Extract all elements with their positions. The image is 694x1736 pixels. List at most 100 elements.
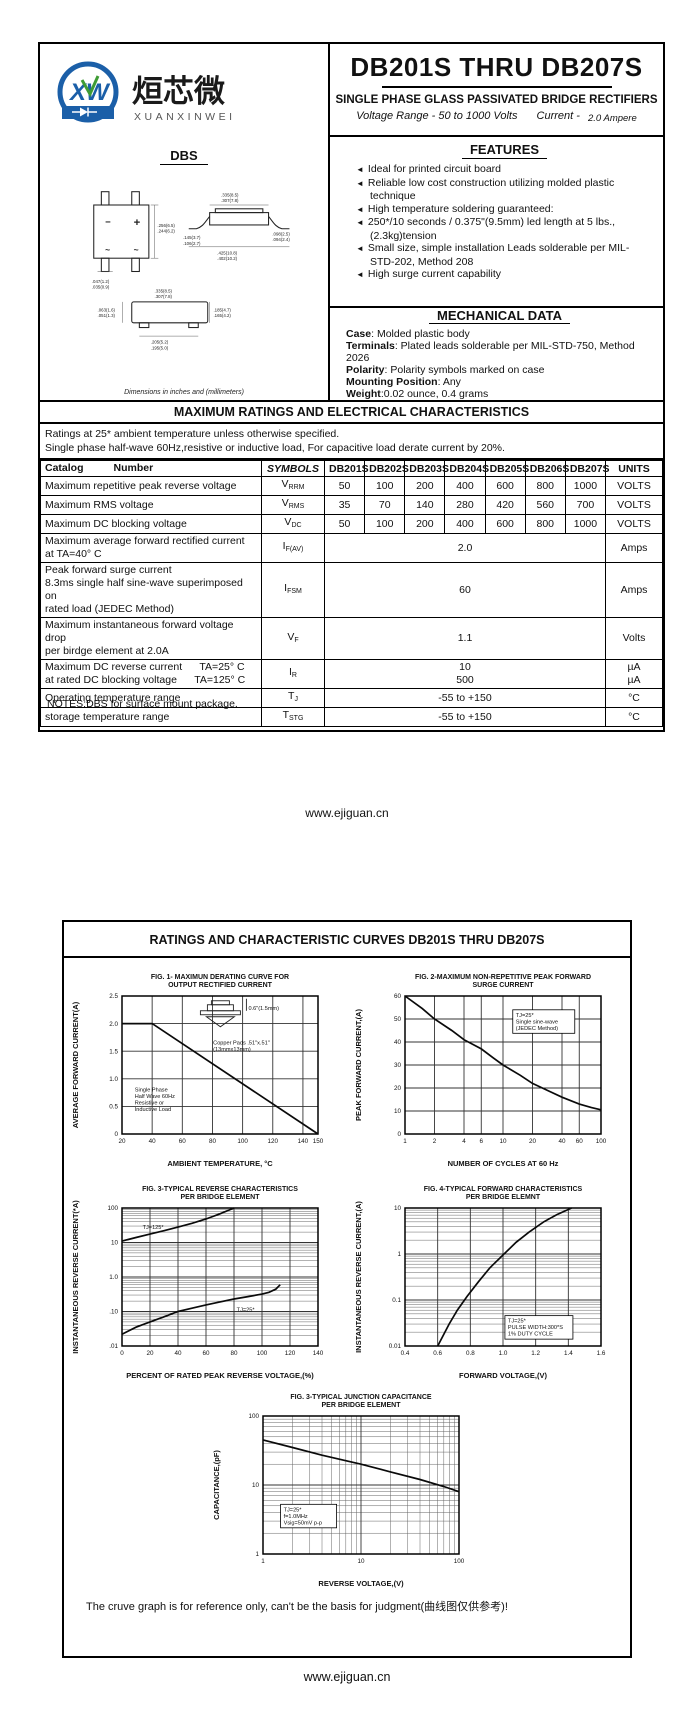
svg-text:0.6: 0.6 [433, 1350, 442, 1357]
bullet-arrow-icon: ◄ [356, 165, 364, 175]
svg-text:.01: .01 [109, 1343, 118, 1350]
svg-text:.094(2.4): .094(2.4) [272, 237, 290, 242]
svg-text:80: 80 [208, 1138, 216, 1145]
svg-text:FIG. 4-TYPICAL FORWARD CHARACT: FIG. 4-TYPICAL FORWARD CHARACTERISTICS [423, 1186, 582, 1193]
svg-text:.098(2.5): .098(2.5) [272, 231, 290, 236]
diode-icon [72, 107, 97, 117]
svg-text:TJ=25*: TJ=25* [284, 1507, 303, 1513]
svg-text:.335(8.5): .335(8.5) [155, 288, 173, 293]
svg-text:.051(1.3): .051(1.3) [98, 313, 116, 318]
svg-text:f=1.0MHz: f=1.0MHz [284, 1514, 308, 1520]
svg-text:100: 100 [248, 1413, 259, 1420]
page-title: DB201S THRU DB207S [350, 52, 643, 82]
table-header-row: Catalog Number SYMBOLS DB201S DB202S DB203S DB… [40, 460, 663, 477]
svg-text:1: 1 [397, 1251, 401, 1258]
svg-text:100: 100 [107, 1205, 118, 1212]
svg-text:10: 10 [393, 1205, 401, 1212]
svg-text:0.5: 0.5 [109, 1104, 118, 1111]
logo-graphic: XW 烜芯微 XUANXINWEI [57, 61, 232, 123]
ratings-notes: Ratings at 25* ambient temperature unles… [40, 424, 663, 460]
svg-text:Copper Pads .51"x.51": Copper Pads .51"x.51" [213, 1040, 270, 1046]
website-url: www.ejiguan.cn [303, 1670, 391, 1684]
bullet-arrow-icon: ◄ [356, 218, 364, 228]
package-caption: Dimensions in inches and (millimeters) [124, 389, 244, 396]
svg-text:0: 0 [397, 1131, 401, 1138]
feature-item: ◄ Ideal for printed circuit board [356, 163, 653, 177]
svg-text:0: 0 [120, 1350, 124, 1357]
svg-text:Single sine-wave: Single sine-wave [515, 1019, 557, 1025]
ratings-note-1: Ratings at 25* ambient temperature unles… [45, 428, 340, 440]
svg-text:(JEDEC Method): (JEDEC Method) [515, 1026, 557, 1032]
svg-text:10: 10 [252, 1482, 260, 1489]
svg-text:FIG. 3-TYPICAL REVERSE CHARACT: FIG. 3-TYPICAL REVERSE CHARACTERISTICS [142, 1186, 298, 1193]
title-underline [381, 86, 612, 88]
feature-text: High temperature soldering guaranteed: [367, 202, 554, 215]
mech-terminals: Terminals: Plated leads solderable per M… [346, 340, 635, 364]
table-row: Operating temperature range TJ -55 to +150… [40, 688, 663, 708]
svg-text:1: 1 [261, 1558, 265, 1565]
svg-text:40: 40 [393, 1039, 401, 1046]
svg-text:.402(10.2): .402(10.2) [217, 256, 237, 261]
svg-text:PERCENT OF RATED PEAK REVERSE: PERCENT OF RATED PEAK REVERSE VOLTAGE,(%… [126, 1371, 314, 1380]
ratings-table: Catalog Number SYMBOLS DB201S DB202S DB203S DB… [40, 460, 663, 727]
svg-text:.10: .10 [109, 1309, 118, 1316]
feature-item: ◄ Reliable low cost construction utilizin… [356, 177, 653, 203]
svg-text:120: 120 [267, 1138, 278, 1145]
table-notes: NOTES:DBS for surface mount package. [47, 698, 238, 710]
svg-text:~: ~ [105, 245, 110, 255]
svg-text:−: − [105, 217, 111, 228]
ratings-note-2: Single phase half-wave 60Hz,resistive or… [45, 442, 505, 454]
svg-text:1% DUTY CYCLE: 1% DUTY CYCLE [507, 1332, 552, 1338]
svg-text:Inductive Load: Inductive Load [134, 1107, 170, 1113]
dimension-lines [97, 204, 290, 337]
svg-text:140: 140 [297, 1138, 308, 1145]
svg-text:INSTANTANEOUS REVERSE CURRENT(: INSTANTANEOUS REVERSE CURRENT(*A) [71, 1200, 80, 1354]
svg-text:50: 50 [393, 1016, 401, 1023]
svg-text:1: 1 [255, 1551, 259, 1558]
bullet-arrow-icon: ◄ [356, 204, 364, 214]
svg-text:.335(8.5): .335(8.5) [221, 192, 239, 197]
fig5-junction-capacitance-chart: TJ=25* f=1.0MHz Vsig=50mV p-p 1 10 100 100 10 1 F… [207, 1390, 487, 1592]
svg-text:30: 30 [393, 1062, 401, 1069]
package-name-heading: DBS [40, 148, 328, 165]
svg-text:.047(1.2): .047(1.2) [92, 279, 110, 284]
svg-text:SURGE CURRENT: SURGE CURRENT [472, 982, 534, 989]
svg-text:60: 60 [178, 1138, 186, 1145]
svg-text:NUMBER OF CYCLES AT 60 Hz: NUMBER OF CYCLES AT 60 Hz [447, 1159, 558, 1168]
svg-text:Vsig=50mV p-p: Vsig=50mV p-p [284, 1520, 322, 1526]
package-diagram: − + ~ ~ .256(6.5).244(6.2) .047(1.2).035(0.9… [92, 191, 290, 350]
logo-circle-icon [57, 61, 119, 123]
logo-green-accent [80, 75, 100, 98]
svg-text:TJ=25*: TJ=25* [236, 1308, 255, 1314]
svg-text:100: 100 [237, 1138, 248, 1145]
svg-text:2.5: 2.5 [109, 993, 118, 1000]
svg-text:.063(1.6): .063(1.6) [98, 307, 116, 312]
svg-text:(13mmx13mm): (13mmx13mm) [213, 1047, 251, 1053]
part-number-header: DB207S [564, 460, 610, 477]
svg-text:60: 60 [393, 993, 401, 1000]
part-number-header: DB206S [524, 460, 569, 477]
page2-heading: RATINGS AND CHARACTERISTIC CURVES DB201S… [64, 922, 630, 958]
svg-text:140: 140 [312, 1350, 323, 1357]
svg-text:.165(4.2): .165(4.2) [213, 313, 231, 318]
feature-text: Reliable low cost construction utilizing… [367, 176, 615, 203]
package-dims: .256(6.5).244(6.2) .047(1.2).035(0.9) .335… [92, 192, 290, 350]
svg-text:TJ=125*: TJ=125* [142, 1225, 164, 1231]
website-url: www.ejiguan.cn [305, 806, 389, 820]
mech-polarity: Polarity: Polarity symbols marked on cas… [346, 364, 545, 376]
fig1-derating-curve-chart: 0.6"(1.5mm) Copper Pads .51"x.51" (13mmx13… [66, 970, 346, 1172]
svg-text:.145(3.7): .145(3.7) [183, 235, 201, 240]
package-marks: − + ~ ~ [105, 217, 141, 255]
feature-item: ◄ Small size, simple installation Leads s… [356, 242, 653, 268]
mechanical-data-section: MECHANICAL DATA Case: Molded plastic bod… [330, 308, 663, 400]
features-list: ◄ Ideal for printed circuit board ◄ Reliab… [356, 163, 653, 282]
svg-text:.244(6.2): .244(6.2) [157, 229, 175, 234]
svg-text:4: 4 [462, 1138, 466, 1145]
current-value: 2.0 Ampere [588, 113, 637, 124]
svg-text:10: 10 [357, 1558, 365, 1565]
company-logo: XW 烜芯微 XUANXINWEI [52, 54, 324, 136]
svg-text:40: 40 [174, 1350, 182, 1357]
fig5-wrap: TJ=25* f=1.0MHz Vsig=50mV p-p 1 10 100 100 10 1 F… [64, 1390, 630, 1592]
voltage-range-line: Voltage Range - 50 to 1000 Volts Current… [330, 110, 663, 124]
